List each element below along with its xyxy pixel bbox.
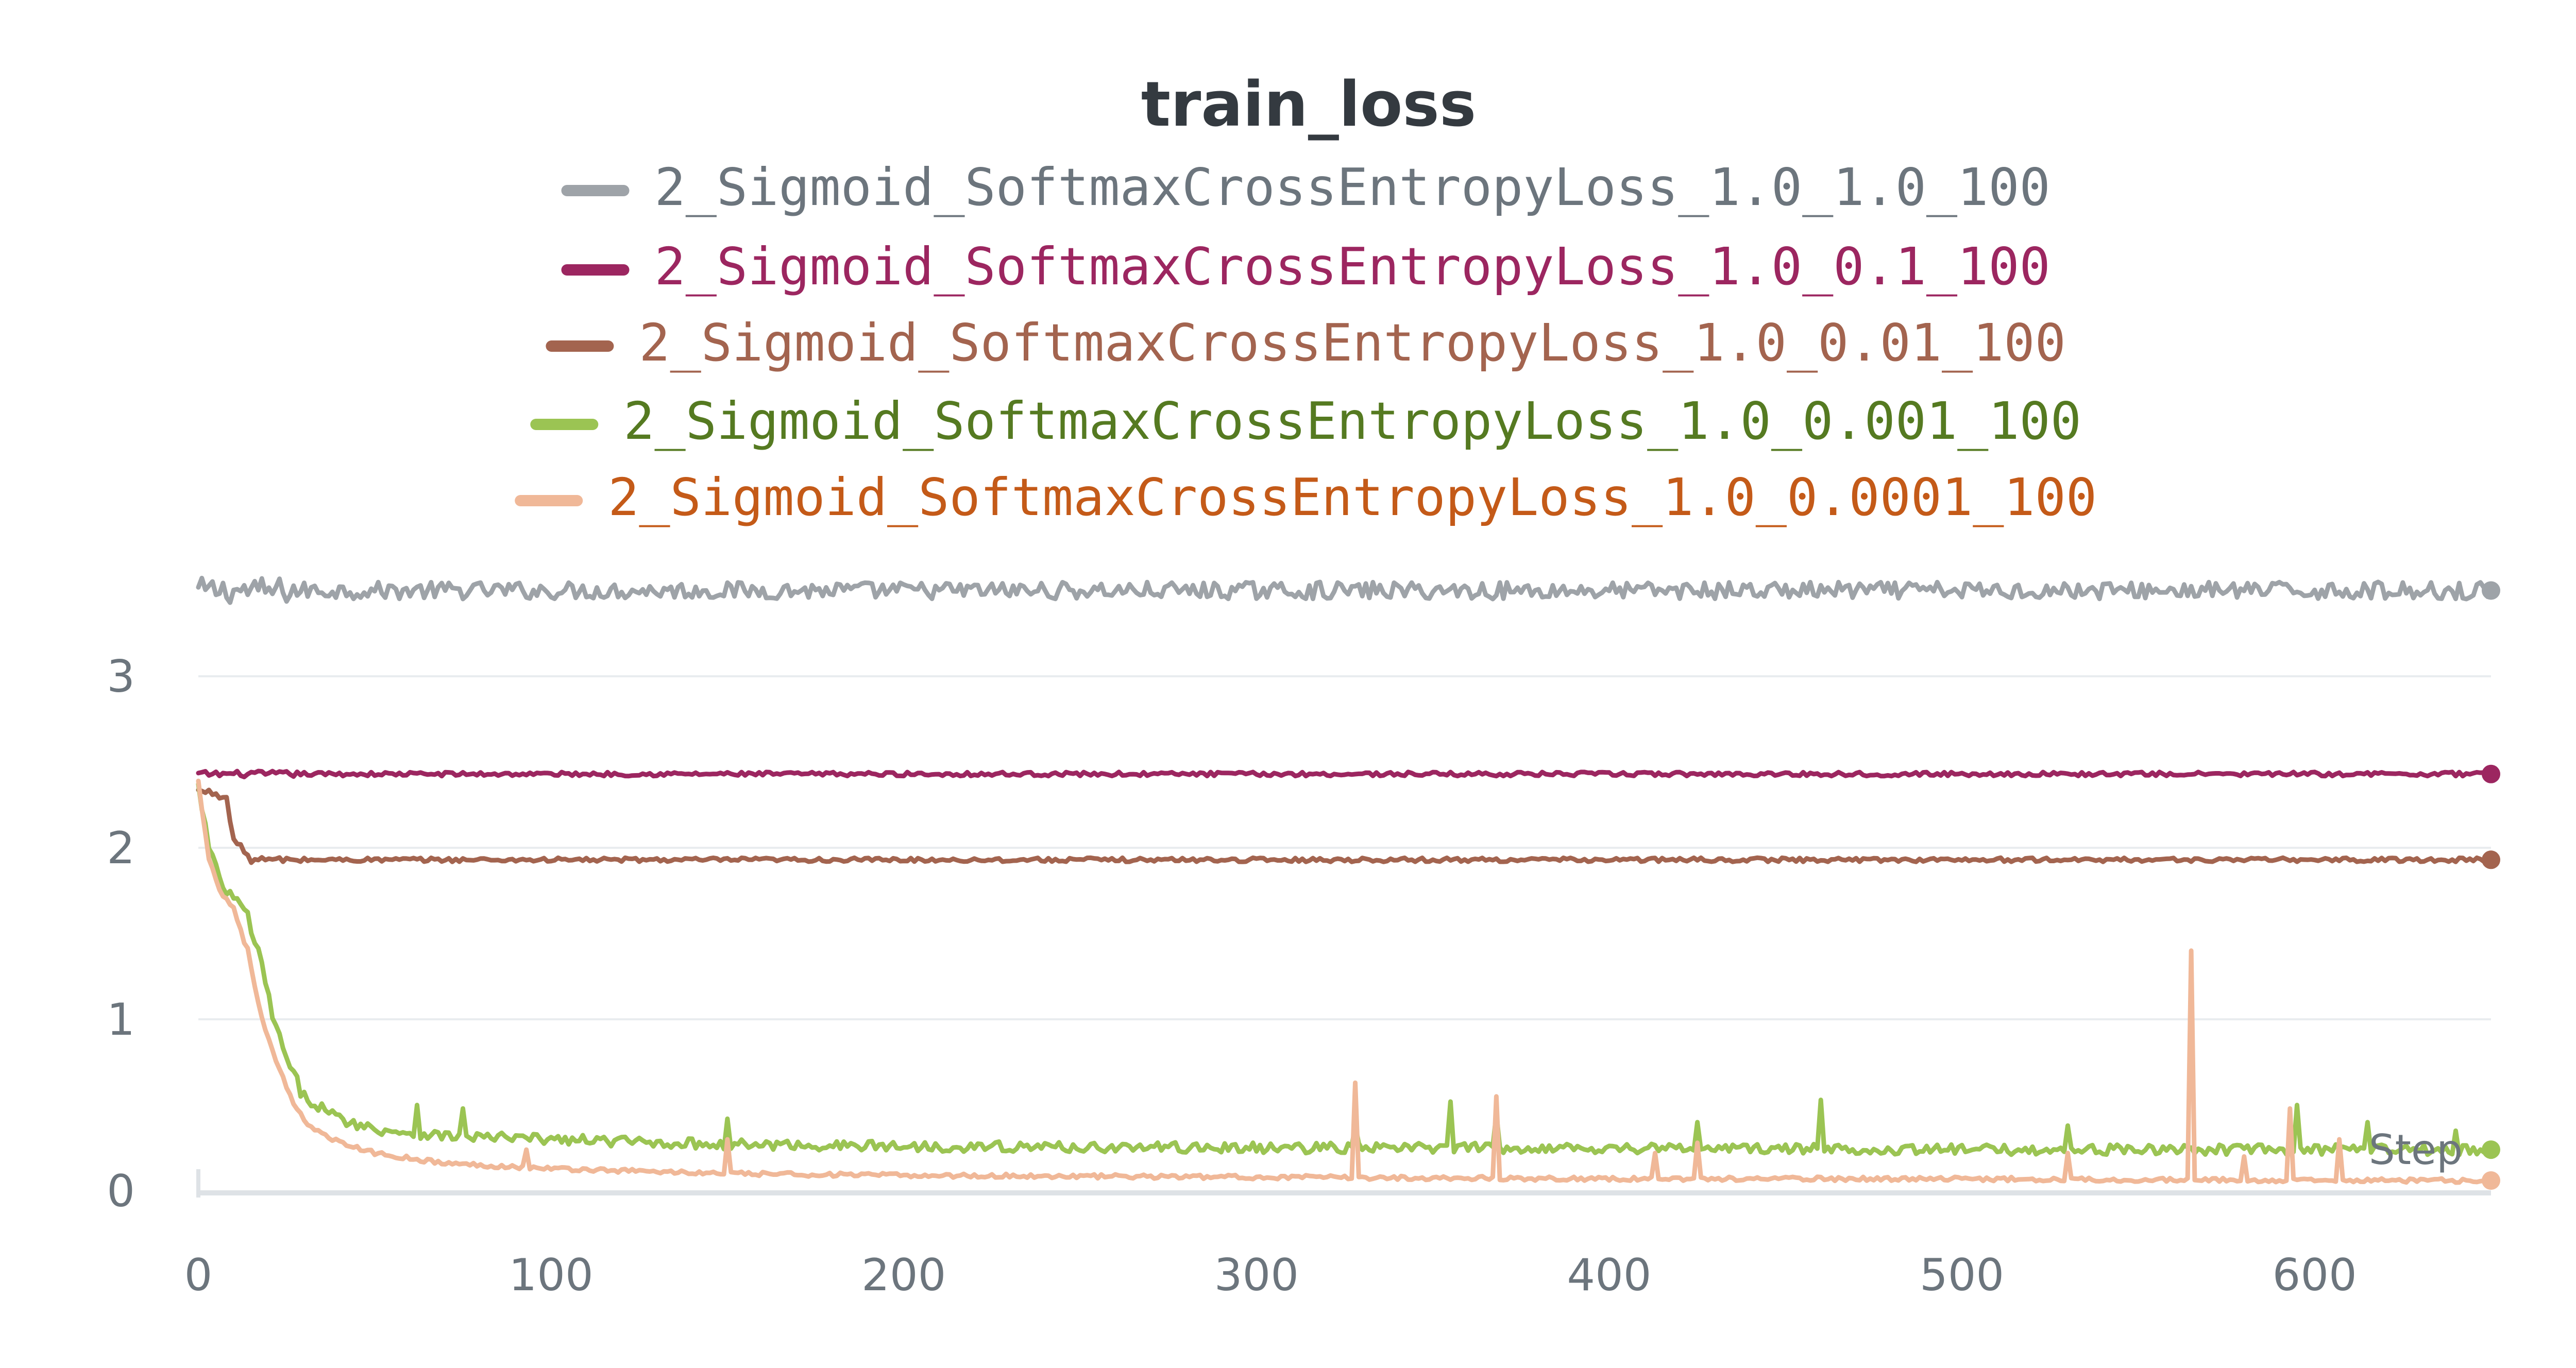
y-tick-label-0: 0 bbox=[107, 1166, 135, 1217]
x-tick-label-500: 500 bbox=[1920, 1250, 2004, 1301]
series-endpoint-5 bbox=[2482, 1171, 2500, 1190]
y-tick-label-1: 1 bbox=[107, 994, 135, 1046]
y-axis-ticks: 0 1 2 3 bbox=[107, 651, 135, 1217]
legend-item-3[interactable]: 2_Sigmoid_SoftmaxCrossEntropyLoss_1.0_0.… bbox=[546, 313, 2066, 373]
y-tick-label-2: 2 bbox=[107, 823, 135, 874]
x-tick-label-600: 600 bbox=[2273, 1250, 2357, 1301]
x-tick-label-300: 300 bbox=[1214, 1250, 1299, 1301]
x-tick-label-400: 400 bbox=[1567, 1250, 1651, 1301]
series-endpoint-1 bbox=[2482, 581, 2500, 600]
legend-label-3: 2_Sigmoid_SoftmaxCrossEntropyLoss_1.0_0.… bbox=[639, 313, 2065, 373]
series-line-3 bbox=[196, 788, 2494, 865]
x-axis-ticks: 0 100 200 300 400 500 600 bbox=[184, 1250, 2357, 1301]
legend: 2_Sigmoid_SoftmaxCrossEntropyLoss_1.0_1.… bbox=[515, 157, 2097, 527]
grid bbox=[198, 675, 2491, 1020]
series-line-1 bbox=[196, 575, 2494, 605]
series-endpoint-4 bbox=[2482, 1140, 2500, 1159]
axes bbox=[196, 1169, 2491, 1198]
legend-item-1[interactable]: 2_Sigmoid_SoftmaxCrossEntropyLoss_1.0_1.… bbox=[561, 157, 2050, 217]
x-tick-label-100: 100 bbox=[509, 1250, 594, 1301]
legend-label-1: 2_Sigmoid_SoftmaxCrossEntropyLoss_1.0_1.… bbox=[655, 157, 2050, 217]
series-line-5 bbox=[196, 778, 2494, 1185]
x-tick-label-200: 200 bbox=[861, 1250, 946, 1301]
legend-label-4: 2_Sigmoid_SoftmaxCrossEntropyLoss_1.0_0.… bbox=[623, 391, 2081, 451]
series-layer bbox=[196, 575, 2494, 1185]
series-line-4 bbox=[196, 781, 2494, 1157]
legend-item-2[interactable]: 2_Sigmoid_SoftmaxCrossEntropyLoss_1.0_0.… bbox=[561, 236, 2050, 297]
x-tick-label-0: 0 bbox=[184, 1250, 213, 1301]
x-axis-label: Step bbox=[2369, 1126, 2463, 1174]
legend-item-4[interactable]: 2_Sigmoid_SoftmaxCrossEntropyLoss_1.0_0.… bbox=[530, 391, 2081, 451]
series-line-2 bbox=[196, 768, 2494, 779]
series-endpoints bbox=[2482, 581, 2500, 1190]
series-endpoint-2 bbox=[2482, 764, 2500, 783]
legend-label-5: 2_Sigmoid_SoftmaxCrossEntropyLoss_1.0_0.… bbox=[608, 467, 2097, 527]
legend-item-5[interactable]: 2_Sigmoid_SoftmaxCrossEntropyLoss_1.0_0.… bbox=[515, 467, 2097, 527]
y-tick-label-3: 3 bbox=[107, 651, 135, 703]
legend-label-2: 2_Sigmoid_SoftmaxCrossEntropyLoss_1.0_0.… bbox=[655, 236, 2050, 297]
chart-title: train_loss bbox=[1141, 69, 1477, 141]
series-endpoint-3 bbox=[2482, 850, 2500, 869]
